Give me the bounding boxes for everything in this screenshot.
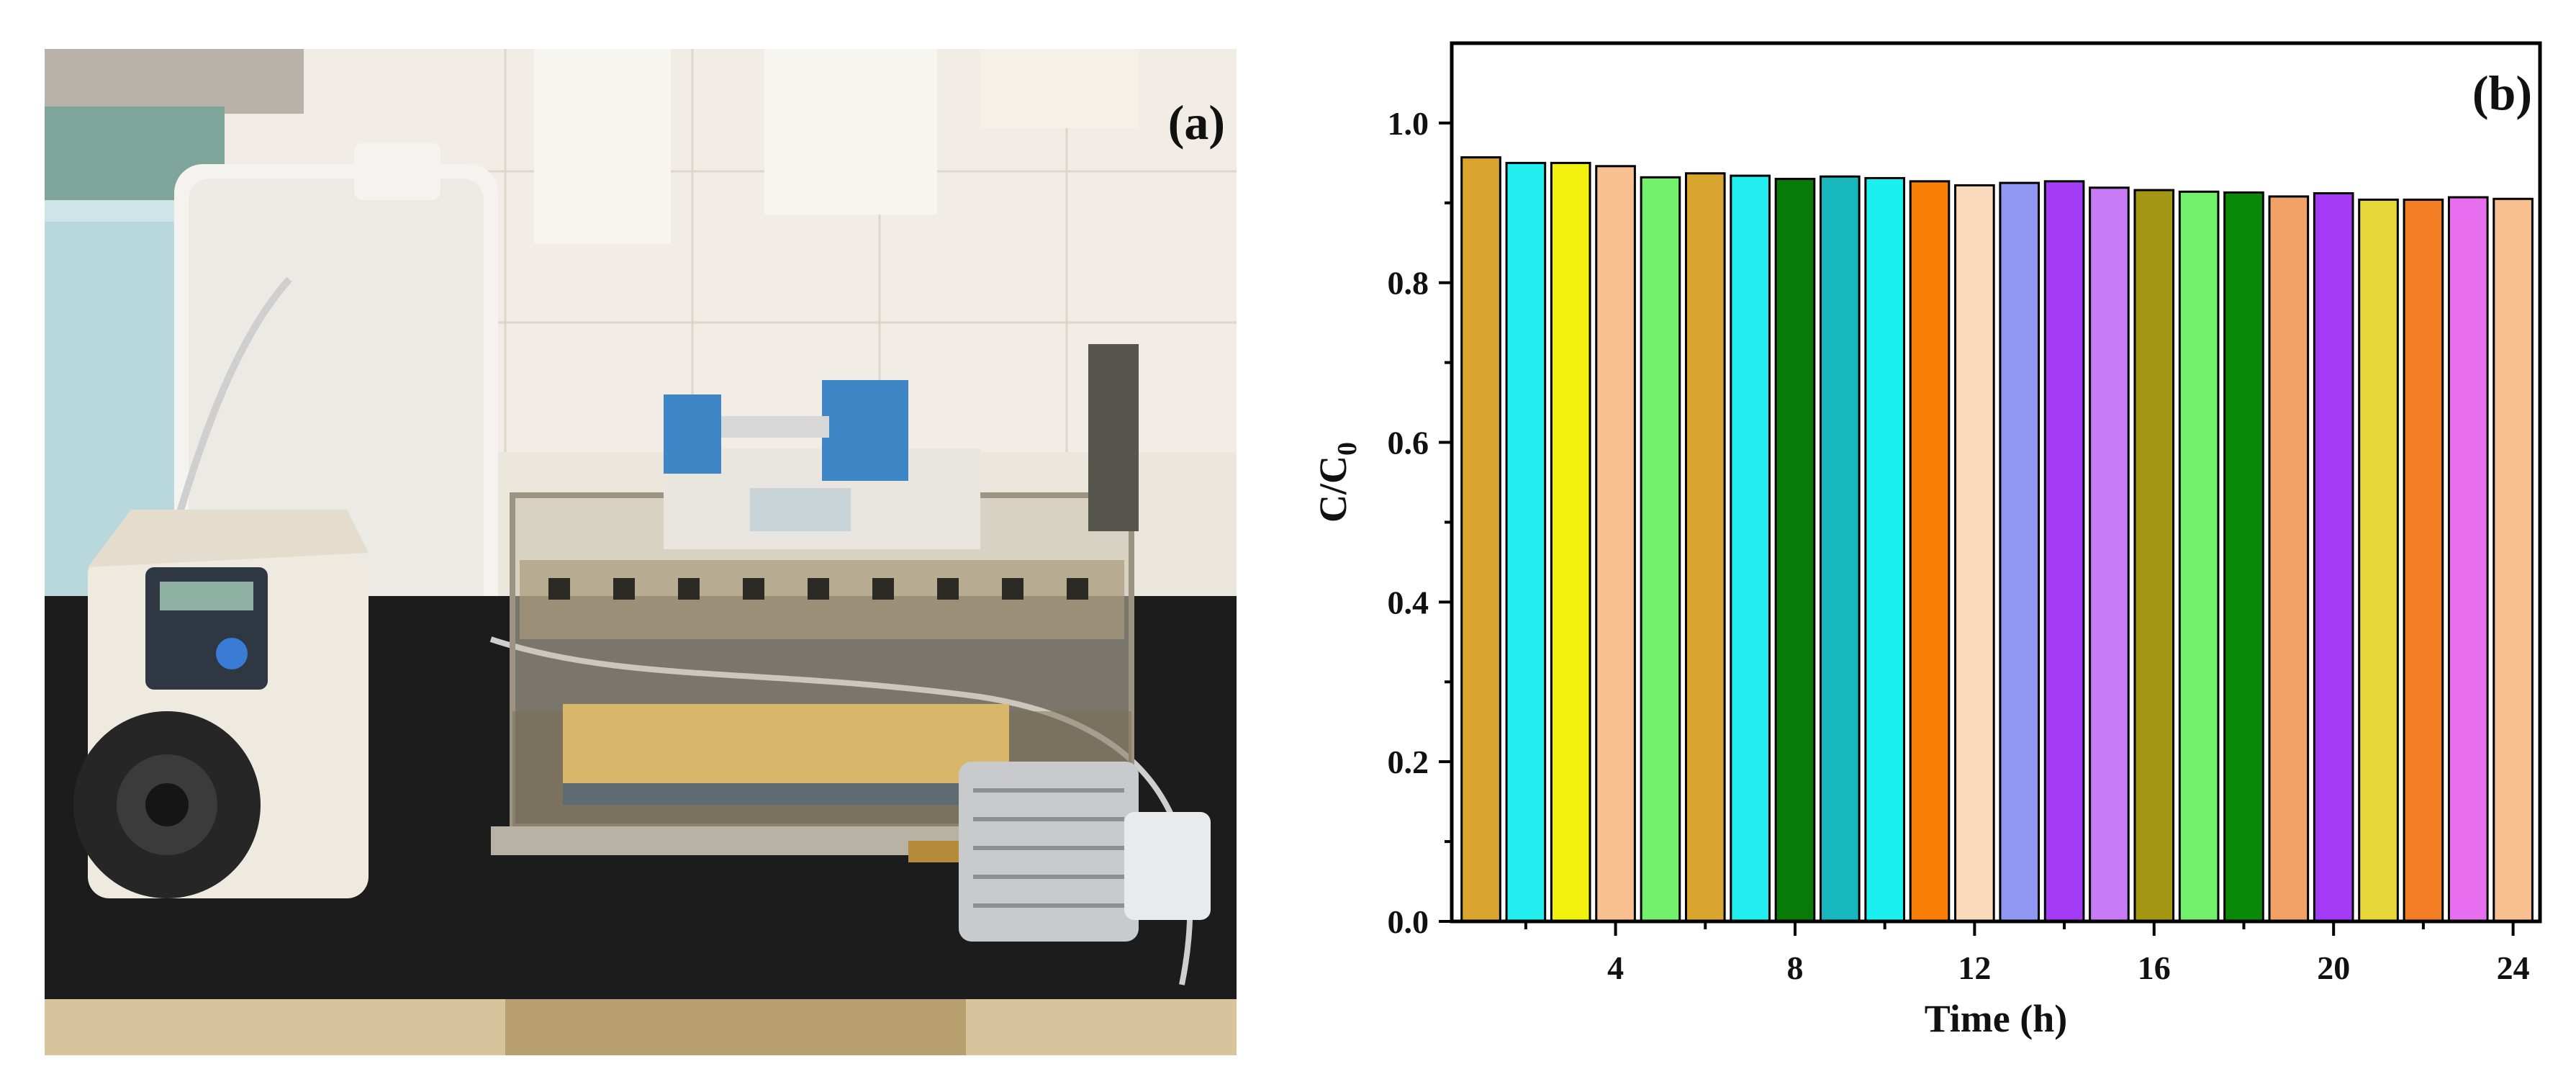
panel-b-label: (b) bbox=[2472, 66, 2532, 120]
bar-hour-14 bbox=[2043, 180, 2085, 923]
x-axis-title: Time (h) bbox=[1925, 997, 2068, 1040]
y-axis-title: C/C0 bbox=[1311, 442, 1362, 523]
bar-hour-12 bbox=[1954, 184, 1995, 923]
bar-hour-20 bbox=[2313, 192, 2354, 923]
bar-hour-15 bbox=[2089, 186, 2130, 923]
bar-hour-6 bbox=[1684, 172, 1726, 923]
bar-hour-23 bbox=[2447, 196, 2489, 923]
bar-hour-8 bbox=[1774, 178, 1816, 923]
bar-hour-2 bbox=[1505, 161, 1547, 923]
x-tick-label-16: 16 bbox=[2138, 949, 2171, 986]
chart-panel: 0.0 0.2 0.4 0.6 0.8 1.0 4 8 12 16 20 24 (b) Time (h… bbox=[1288, 0, 2576, 1092]
bar-chart: 0.0 0.2 0.4 0.6 0.8 1.0 4 8 12 16 20 24 (b) Time (h… bbox=[1311, 41, 2542, 1040]
y-tick-label-0.0: 0.0 bbox=[1388, 903, 1429, 940]
x-tick-label-8: 8 bbox=[1786, 949, 1803, 986]
bar-hour-18 bbox=[2223, 191, 2264, 923]
bar-hour-1 bbox=[1460, 156, 1501, 923]
bar-hour-10 bbox=[1864, 176, 1905, 923]
y-tick-label-1.0: 1.0 bbox=[1388, 105, 1429, 142]
bar-hour-11 bbox=[1909, 180, 1951, 923]
bar-hour-5 bbox=[1640, 176, 1681, 923]
bar-hour-13 bbox=[1999, 181, 2041, 923]
bar-series bbox=[1460, 156, 2534, 923]
axis-ticks: 0.0 0.2 0.4 0.6 0.8 1.0 4 8 12 16 20 24 bbox=[1388, 105, 2530, 986]
y-axis-title-subscript: 0 bbox=[1332, 442, 1362, 456]
y-tick-label-0.2: 0.2 bbox=[1388, 744, 1429, 780]
bar-hour-17 bbox=[2178, 190, 2220, 923]
lab-setup-photo: (a) bbox=[45, 49, 1237, 1055]
y-tick-label-0.8: 0.8 bbox=[1388, 265, 1429, 302]
y-tick-label-0.6: 0.6 bbox=[1388, 425, 1429, 461]
x-tick-label-24: 24 bbox=[2497, 949, 2530, 986]
bar-hour-24 bbox=[2493, 197, 2534, 923]
plot-frame bbox=[1450, 41, 2542, 924]
panel-a-label: (a) bbox=[1168, 95, 1225, 150]
x-tick-label-12: 12 bbox=[1958, 949, 1991, 986]
bar-hour-3 bbox=[1550, 161, 1591, 923]
bar-hour-21 bbox=[2358, 198, 2399, 923]
bar-hour-9 bbox=[1820, 175, 1861, 923]
bar-hour-19 bbox=[2268, 195, 2310, 923]
x-tick-label-4: 4 bbox=[1607, 949, 1624, 986]
bar-hour-22 bbox=[2403, 198, 2444, 923]
lab-setup-illustration: (a) bbox=[45, 49, 1237, 1055]
y-axis-title-main: C/C bbox=[1311, 456, 1355, 523]
bar-hour-4 bbox=[1595, 165, 1636, 923]
y-tick-label-0.4: 0.4 bbox=[1388, 584, 1429, 621]
bar-hour-16 bbox=[2133, 189, 2175, 923]
x-tick-label-20: 20 bbox=[2317, 949, 2350, 986]
bar-hour-7 bbox=[1730, 174, 1771, 923]
